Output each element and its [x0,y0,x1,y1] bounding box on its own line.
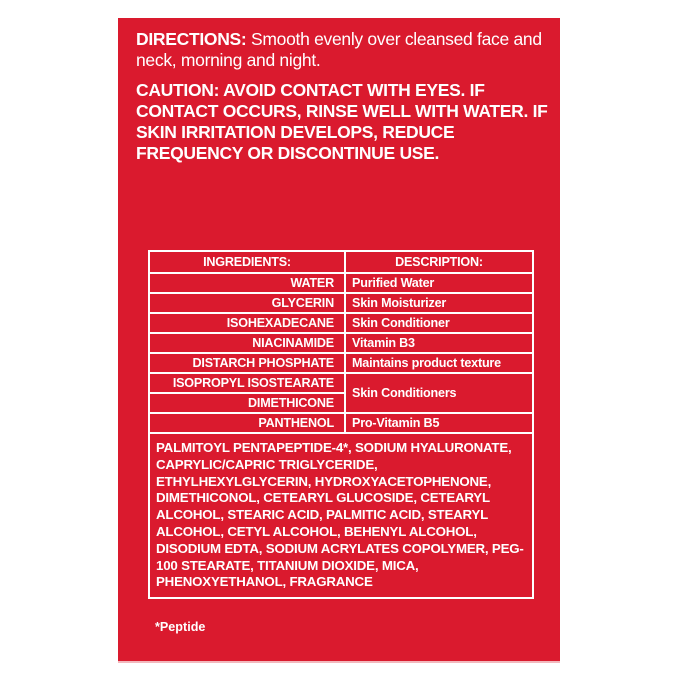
ingredient: WATER [148,272,346,294]
ingredient: DISTARCH PHOSPHATE [148,352,346,374]
ingredient: ISOHEXADECANE [148,312,346,334]
description: Skin Conditioners [344,372,534,414]
ingredient: DIMETHICONE [148,392,346,414]
table-row: NIACINAMIDE Vitamin B3 [148,332,534,354]
description: Maintains product texture [344,352,534,374]
other-ingredients: PALMITOYL PENTAPEPTIDE-4*, SODIUM HYALUR… [148,431,534,600]
description: Skin Conditioner [344,312,534,334]
table-header-row: INGREDIENTS: DESCRIPTION: [148,250,534,274]
table-row: ISOHEXADECANE Skin Conditioner [148,312,534,334]
table-row: WATER Purified Water [148,272,534,294]
caution-label: CAUTION: [136,80,220,100]
ingredient: GLYCERIN [148,292,346,314]
directions-text: Smooth evenly over cleansed face and nec… [136,29,542,70]
ingredient: NIACINAMIDE [148,332,346,354]
table-row: GLYCERIN Skin Moisturizer [148,292,534,314]
table-row: DIMETHICONE [148,392,533,414]
footnote: *Peptide [155,620,206,634]
table-row: ISOPROPYL ISOSTEARATE Skin Conditioners [148,372,534,414]
caution: CAUTION: AVOID CONTACT WITH EYES. IF CON… [136,80,556,164]
description: Purified Water [344,272,534,294]
ingredients-header: INGREDIENTS: [148,250,346,274]
ingredients-table: INGREDIENTS: DESCRIPTION: WATER Purified … [148,250,534,600]
description: Pro-Vitamin B5 [344,412,534,434]
ingredient: ISOPROPYL ISOSTEARATE [148,372,346,394]
description: Skin Moisturizer [344,292,534,314]
description: Vitamin B3 [344,332,534,354]
directions-label: DIRECTIONS: [136,29,247,49]
caution-text: AVOID CONTACT WITH EYES. IF CONTACT OCCU… [136,80,548,163]
description-header: DESCRIPTION: [344,250,534,274]
table-row: DISTARCH PHOSPHATE Maintains product text… [148,352,534,374]
table-row: PANTHENOL Pro-Vitamin B5 [148,412,534,434]
ingredient: PANTHENOL [148,412,346,434]
other-ingredients-row: PALMITOYL PENTAPEPTIDE-4*, SODIUM HYALUR… [148,431,534,600]
directions: DIRECTIONS: Smooth evenly over cleansed … [136,29,556,71]
